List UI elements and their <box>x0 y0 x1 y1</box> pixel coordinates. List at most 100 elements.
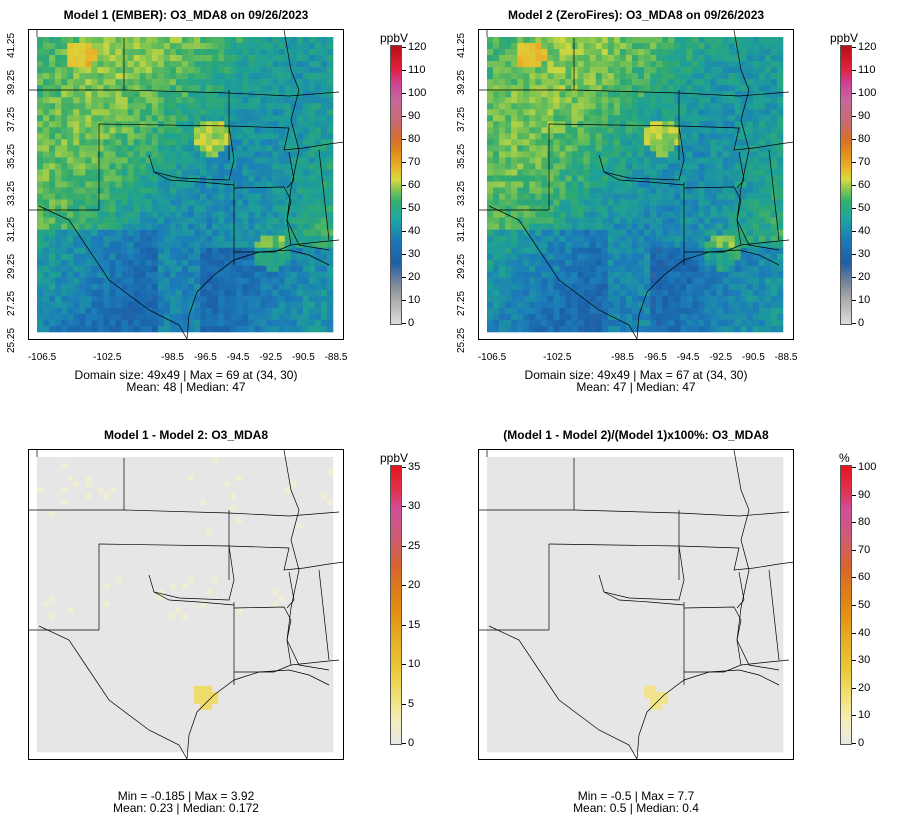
grid-cell <box>230 205 237 212</box>
grid-cell <box>224 265 231 273</box>
grid-cell <box>260 109 267 116</box>
grid-cell <box>49 181 56 188</box>
grid-cell <box>499 175 506 182</box>
grid-cell <box>320 145 328 152</box>
lat-tick-label: 37.25 <box>6 106 17 132</box>
grid-cell <box>121 157 128 164</box>
grid-cell <box>79 79 86 86</box>
grid-cell <box>625 85 633 92</box>
grid-cell <box>613 187 621 194</box>
grid-cell <box>206 163 213 170</box>
grid-cell <box>668 271 675 279</box>
grid-cell <box>656 319 663 327</box>
grid-cell <box>151 37 159 44</box>
grid-cell <box>85 169 92 176</box>
grid-cell <box>145 301 153 309</box>
grid-cell <box>722 193 729 200</box>
grid-cell <box>638 313 645 321</box>
grid-cell <box>188 115 195 122</box>
grid-cell <box>212 103 219 110</box>
grid-cell <box>218 55 225 62</box>
grid-cell <box>499 37 506 44</box>
grid-cell <box>163 79 171 86</box>
grid-cell <box>320 235 328 242</box>
grid-cell <box>55 217 62 224</box>
grid-cell <box>535 301 542 309</box>
grid-cell <box>212 199 219 206</box>
grid-cell <box>728 121 735 128</box>
grid-cell <box>517 73 524 80</box>
grid-cell <box>296 265 304 273</box>
grid-cell <box>517 301 524 309</box>
grid-cell <box>145 193 153 200</box>
grid-cell <box>529 307 536 315</box>
grid-cell <box>734 37 742 44</box>
grid-cell <box>242 97 249 104</box>
grid-cell <box>559 265 566 273</box>
grid-cell <box>625 205 633 212</box>
grid-cell <box>662 259 669 267</box>
grid-cell <box>139 313 147 321</box>
grid-cell <box>97 55 104 62</box>
grid-cell <box>73 79 80 86</box>
grid-cell <box>230 145 237 152</box>
grid-cell <box>680 139 687 146</box>
grid-cell <box>559 235 566 242</box>
grid-cell <box>272 121 279 128</box>
grid-cell <box>121 109 128 116</box>
grid-cell <box>487 229 494 236</box>
grid-cell <box>746 103 754 110</box>
grid-cell <box>601 121 609 128</box>
grid-cell <box>613 295 621 303</box>
grid-cell <box>302 121 310 128</box>
grid-cell <box>704 205 711 212</box>
grid-cell <box>499 253 506 261</box>
grid-cell <box>607 229 615 236</box>
grid-cell <box>200 199 207 206</box>
grid-cell <box>175 157 183 164</box>
grid-cell <box>109 313 116 321</box>
grid-cell <box>722 109 729 116</box>
grid-cell <box>565 253 572 261</box>
grid-cell <box>692 205 699 212</box>
grid-cell <box>175 325 183 333</box>
grid-cell <box>746 151 754 158</box>
grid-cell <box>505 133 512 140</box>
grid-cell <box>710 97 717 104</box>
grid-cell <box>541 211 548 218</box>
grid-cell <box>535 259 542 267</box>
grid-cell <box>314 247 322 255</box>
grid-cell <box>656 121 663 128</box>
grid-cell <box>55 145 62 152</box>
grid-cell <box>722 217 729 224</box>
grid-cell <box>103 325 110 333</box>
grid-cell <box>37 79 44 86</box>
grid-cell <box>139 73 147 80</box>
grid-cell <box>674 157 681 164</box>
grid-cell <box>571 85 578 92</box>
grid-cell <box>644 187 651 194</box>
grid-cell <box>79 241 86 249</box>
grid-cell <box>776 61 784 68</box>
grid-cell <box>49 205 56 212</box>
grid-cell <box>302 145 310 152</box>
grid-cell <box>320 49 328 56</box>
grid-cell <box>583 295 590 303</box>
grid-cell <box>230 61 237 68</box>
grid-cell <box>284 283 292 291</box>
grid-cell <box>236 301 243 309</box>
grid-cell <box>571 49 578 56</box>
grid-cell <box>308 247 316 255</box>
grid-cell <box>553 151 560 158</box>
grid-cell <box>577 295 584 303</box>
grid-cell <box>529 115 536 122</box>
grid-cell <box>535 145 542 152</box>
grid-cell <box>91 109 98 116</box>
grid-cell <box>103 151 110 158</box>
grid-cell <box>583 115 590 122</box>
grid-cell <box>145 163 153 170</box>
grid-cell <box>523 247 530 255</box>
grid-cell <box>511 151 518 158</box>
grid-cell <box>73 163 80 170</box>
grid-cell <box>296 55 304 62</box>
